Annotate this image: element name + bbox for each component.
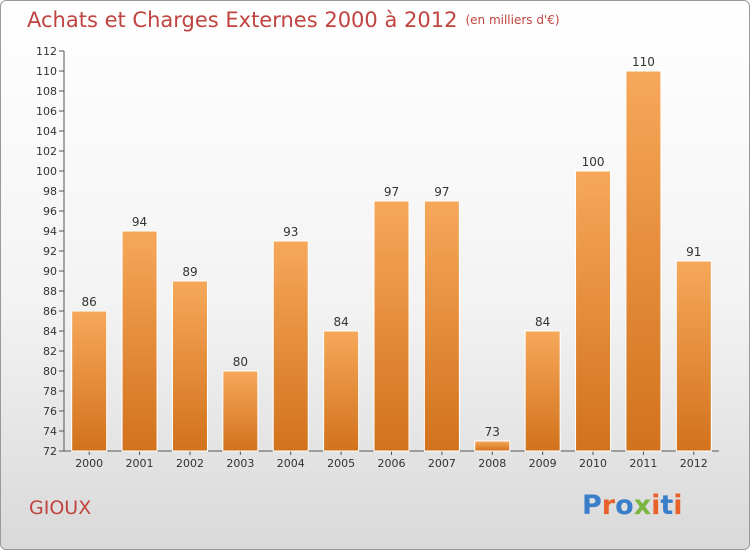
bar-2001 <box>121 230 158 452</box>
x-tick-label: 2002 <box>176 457 204 470</box>
x-tick-label: 2009 <box>529 457 557 470</box>
y-tick-label: 90 <box>43 265 57 278</box>
axes: 72 74 76 78 80 82 84 86 88 90 92 94 96 98 100 102 104 106… <box>36 45 719 470</box>
x-tick-label: 2012 <box>680 457 708 470</box>
bar-2012 <box>675 260 712 452</box>
bar-2007 <box>423 200 460 452</box>
x-tick-label: 2011 <box>629 457 657 470</box>
value-label: 84 <box>535 315 550 329</box>
value-label: 89 <box>182 265 197 279</box>
value-label: 97 <box>384 185 399 199</box>
y-tick-label: 100 <box>36 165 57 178</box>
y-tick-label: 76 <box>43 405 57 418</box>
x-tick-label: 2001 <box>126 457 154 470</box>
y-tick-label: 82 <box>43 345 57 358</box>
bar-2004 <box>272 240 309 452</box>
bar-2000 <box>71 310 108 452</box>
x-tick-label: 2003 <box>226 457 254 470</box>
y-tick-label: 98 <box>43 185 57 198</box>
bar-2008 <box>474 440 511 452</box>
chart-unit: (en milliers d'€) <box>465 13 560 27</box>
x-tick-label: 2000 <box>75 457 103 470</box>
logo-letter: P <box>582 490 602 521</box>
x-tick-label: 2010 <box>579 457 607 470</box>
value-label: 84 <box>333 315 348 329</box>
logo-letter: x <box>633 490 652 521</box>
value-label: 80 <box>233 355 248 369</box>
value-label: 86 <box>82 295 97 309</box>
value-label: 100 <box>582 155 605 169</box>
y-tick-label: 112 <box>36 45 57 58</box>
y-tick-label: 78 <box>43 385 57 398</box>
logo-letter: i <box>651 490 661 521</box>
y-tick-label: 108 <box>36 85 57 98</box>
value-label: 91 <box>686 245 701 259</box>
bar-2002 <box>171 280 208 452</box>
bar-2005 <box>323 330 360 452</box>
logo-letter: t <box>660 490 674 521</box>
y-tick-label: 106 <box>36 105 57 118</box>
bar-2009 <box>524 330 561 452</box>
value-label: 110 <box>632 55 655 69</box>
chart-title-text: Achats et Charges Externes 2000 à 2012 <box>27 8 458 32</box>
y-tick-label: 96 <box>43 205 57 218</box>
y-tick-label: 88 <box>43 285 57 298</box>
value-label: 93 <box>283 225 298 239</box>
x-tick-label: 2008 <box>478 457 506 470</box>
y-tick-label: 104 <box>36 125 57 138</box>
bar-2006 <box>373 200 410 452</box>
y-tick-label: 86 <box>43 305 57 318</box>
y-tick-label: 80 <box>43 365 57 378</box>
value-label: 73 <box>485 425 500 439</box>
y-tick-label: 72 <box>43 445 57 458</box>
logo-letter: i <box>673 490 683 521</box>
x-tick-label: 2005 <box>327 457 355 470</box>
value-label: 94 <box>132 215 147 229</box>
x-tick-label: 2006 <box>378 457 406 470</box>
y-tick-label: 102 <box>36 145 57 158</box>
y-tick-label: 94 <box>43 225 57 238</box>
bars: 86 94 89 80 93 84 97 97 73 84 100 110 91 <box>71 55 712 452</box>
logo-letter: o <box>615 490 634 521</box>
chart-title: Achats et Charges Externes 2000 à 2012 (e… <box>27 8 560 32</box>
bar-2003 <box>222 370 259 452</box>
y-tick-label: 84 <box>43 325 57 338</box>
bar-2010 <box>575 170 612 452</box>
proxiti-logo: Proxiti <box>582 490 683 521</box>
y-tick-label: 74 <box>43 425 57 438</box>
bar-2011 <box>625 70 662 452</box>
logo-letter: r <box>601 490 616 521</box>
commune-name: GIOUX <box>29 497 92 519</box>
x-tick-label: 2007 <box>428 457 456 470</box>
value-label: 97 <box>434 185 449 199</box>
y-tick-label: 110 <box>36 65 57 78</box>
y-tick-label: 92 <box>43 245 57 258</box>
x-tick-label: 2004 <box>277 457 305 470</box>
